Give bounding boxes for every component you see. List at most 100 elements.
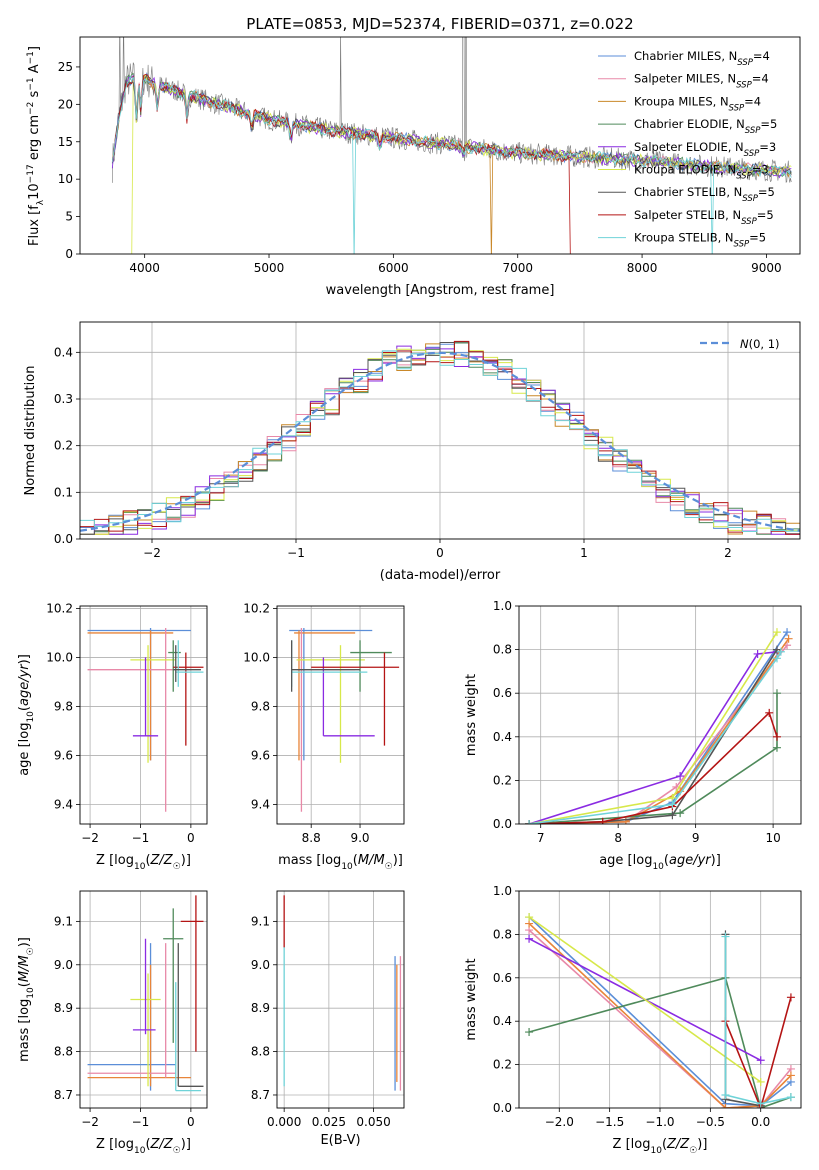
y-tick-label: 9.1 xyxy=(54,914,73,928)
x-tick-label: −1.0 xyxy=(645,1115,674,1129)
x-tick-label: 8.8 xyxy=(302,831,321,845)
x-tick-label: −2.0 xyxy=(545,1115,574,1129)
plus-marker xyxy=(668,811,677,820)
y-tick-label: 1.0 xyxy=(493,599,512,613)
x-tick-label: 0 xyxy=(187,1115,195,1129)
plus-marker xyxy=(525,913,534,922)
y-axis-label: mass weight xyxy=(464,674,479,756)
axes-frame xyxy=(276,605,405,825)
errorbar-point xyxy=(180,895,204,1052)
axes-frame xyxy=(79,321,801,540)
x-tick-label: 2 xyxy=(724,546,732,560)
spectrum-title: PLATE=0853, MJD=52374, FIBERID=0371, z=0… xyxy=(246,15,633,33)
y-tick-label: 0.6 xyxy=(493,686,512,700)
plus-marker xyxy=(765,708,774,717)
residuals-axes: −2 −1 0 1 2 0.0 0.1 0.2 0.3 0.4 (data-model)/error… xyxy=(23,321,801,583)
age_vs_Z-axes: −2 −1 0 9.4 9.6 9.8 10.0 10.2 Z [log10(Z/Z☉)] age… xyxy=(17,601,208,872)
x-tick-label: 0.025 xyxy=(312,1115,346,1129)
y-tick-label: 9.4 xyxy=(251,797,270,811)
x-tick-label: 7000 xyxy=(502,261,533,275)
errorbar-point xyxy=(132,938,156,1035)
axes-frame xyxy=(518,890,802,1109)
axes-frame xyxy=(79,890,208,1109)
observed-spectrum-line xyxy=(112,37,792,183)
x-tick-label: 4000 xyxy=(129,261,160,275)
mass-weight-series-line xyxy=(724,997,792,1108)
x-tick-label: −2 xyxy=(81,1115,99,1129)
histogram-step-line xyxy=(80,341,800,535)
x-tick-label: 9000 xyxy=(751,261,782,275)
plus-marker xyxy=(676,809,685,818)
plus-marker xyxy=(786,993,795,1002)
y-tick-label: 0.4 xyxy=(54,345,73,359)
y-tick-label: 9.0 xyxy=(251,958,270,972)
plus-marker xyxy=(772,732,781,741)
x-axis-label: age [log10(age/yr)] xyxy=(599,853,721,872)
y-tick-label: 8.7 xyxy=(54,1088,73,1102)
x-tick-label: −0.5 xyxy=(696,1115,725,1129)
errorbar-point xyxy=(87,628,174,812)
errorbar-point xyxy=(163,908,184,1043)
plus-marker xyxy=(676,772,685,781)
errorbar-point xyxy=(87,630,174,761)
y-axis-label: Flux [fλ10−17 erg cm−2 s−1 A−1] xyxy=(26,46,46,246)
y-tick-label: 9.1 xyxy=(251,914,270,928)
x-tick-label: 0.050 xyxy=(356,1115,390,1129)
mass-weight-series-line xyxy=(528,922,792,1108)
model-spectrum-line xyxy=(111,74,792,179)
y-tick-label: 1.0 xyxy=(493,884,512,898)
x-axis-label: mass [log10(M/M☉)] xyxy=(278,853,403,872)
plus-marker xyxy=(753,649,762,658)
mass_vs_Z-axes: −2 −1 0 8.7 8.8 8.9 9.0 9.1 Z [log10(Z/Z☉)] mass … xyxy=(17,890,208,1156)
errorbar-point xyxy=(322,657,375,737)
y-axis-label: age [log10(age/yr)] xyxy=(17,654,36,776)
y-tick-label: 8.9 xyxy=(251,1001,270,1015)
plus-marker xyxy=(772,689,781,698)
y-axis-label: mass weight xyxy=(464,958,479,1040)
age_vs_mass-plot-area xyxy=(277,606,404,824)
x-tick-label: 9.0 xyxy=(350,831,369,845)
y-tick-label: 0.4 xyxy=(493,1014,512,1028)
y-tick-label: 10.0 xyxy=(243,650,270,664)
plus-marker xyxy=(783,628,792,637)
x-tick-label: 5000 xyxy=(254,261,285,275)
y-axis-label: Normed distribution xyxy=(23,366,38,496)
x-axis-label: E(B-V) xyxy=(320,1133,360,1148)
plus-marker xyxy=(668,800,677,809)
y-tick-label: 0.4 xyxy=(493,730,512,744)
x-tick-label: 0.0 xyxy=(751,1115,770,1129)
x-tick-label: 8000 xyxy=(627,261,658,275)
axes-frame xyxy=(276,890,405,1109)
x-tick-label: 8 xyxy=(614,831,622,845)
histogram-step-line xyxy=(80,350,800,532)
errorbar-point xyxy=(173,645,201,682)
x-tick-label: 9 xyxy=(692,831,700,845)
x-tick-label: 10 xyxy=(765,831,780,845)
plus-marker xyxy=(525,820,534,824)
age_vs_Z-plot-area xyxy=(80,606,207,824)
mass-weight-series-line xyxy=(528,651,782,824)
x-tick-label: 0.000 xyxy=(267,1115,301,1129)
mass-weight-series-line xyxy=(528,916,762,1083)
mass-weight-series-line xyxy=(529,693,778,824)
plus-marker xyxy=(756,1077,765,1086)
y-tick-label: 8.8 xyxy=(54,1045,73,1059)
y-tick-label: 8.9 xyxy=(54,1001,73,1015)
errorbar-point xyxy=(311,652,400,746)
mass_vs_Z-plot-area xyxy=(80,891,207,1108)
plus-marker xyxy=(598,817,607,824)
y-tick-label: 9.6 xyxy=(251,748,270,762)
errorbar-point xyxy=(294,630,356,761)
y-tick-label: 10 xyxy=(58,172,73,186)
y-tick-label: 9.8 xyxy=(251,699,270,713)
x-axis-label: Z [log10(Z/Z☉)] xyxy=(96,1137,191,1156)
x-tick-label: 7 xyxy=(537,831,545,845)
mass_weight_vs_Z-plot-area xyxy=(519,891,801,1108)
plus-marker xyxy=(784,634,793,643)
mass_weight_vs_age-plot-area xyxy=(519,606,801,824)
errorbar-point xyxy=(289,628,373,761)
y-tick-label: 0.2 xyxy=(493,1058,512,1072)
y-tick-label: 9.4 xyxy=(54,797,73,811)
x-tick-label: 1 xyxy=(580,546,588,560)
x-tick-label: −1 xyxy=(132,1115,150,1129)
